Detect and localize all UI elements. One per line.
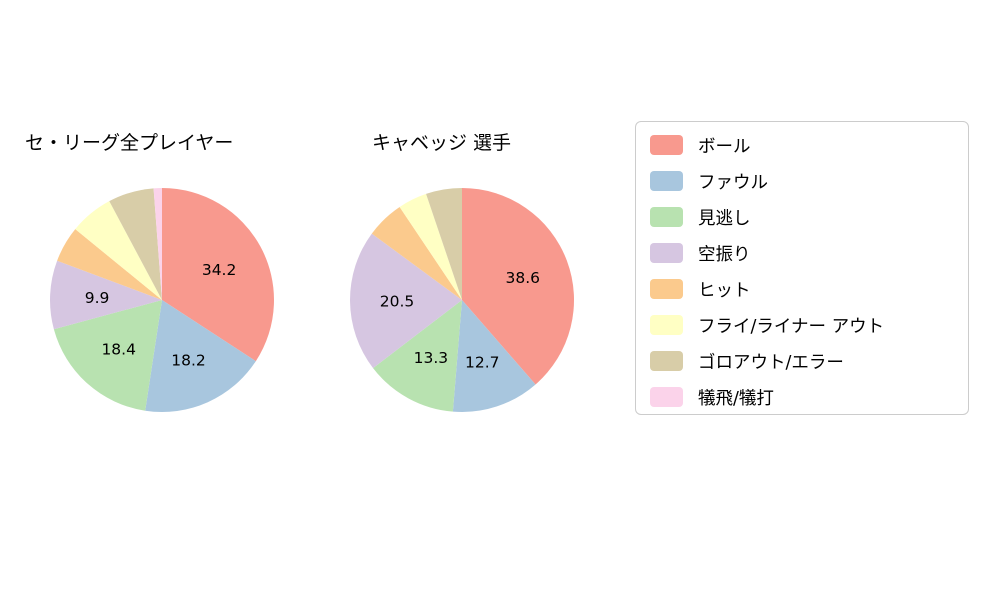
- legend-swatch: [650, 207, 683, 227]
- legend-swatch: [650, 351, 683, 371]
- legend-item: 空振り: [650, 235, 968, 271]
- pie-slice-0: [462, 188, 575, 385]
- pie-slice-value-label: 18.2: [171, 351, 206, 369]
- pie-chart-title-right: キャベッジ 選手: [372, 132, 512, 154]
- pie-slice-2: [53, 300, 162, 411]
- legend-label: ヒット: [698, 280, 751, 301]
- legend-label: ボール: [698, 136, 751, 157]
- pie-chart-right: 38.6 12.7 13.3 20.5: [350, 188, 575, 413]
- pie-slice-3: [350, 233, 462, 369]
- legend-item: ヒット: [650, 271, 968, 307]
- pie-slice-5: [399, 193, 462, 300]
- legend-item: 犠飛/犠打: [650, 379, 968, 415]
- legend-label: フライ/ライナー アウト: [698, 316, 885, 337]
- legend-item: 見逃し: [650, 199, 968, 235]
- pie-slice-6: [109, 188, 162, 300]
- pie-slice-4: [57, 229, 162, 300]
- legend-label: ゴロアウト/エラー: [698, 352, 844, 373]
- pie-slice-value-label: 18.4: [101, 341, 136, 359]
- pie-slice-6: [426, 188, 462, 300]
- pie-slice-2: [373, 300, 462, 412]
- legend-swatch: [650, 135, 683, 155]
- pie-slice-1: [145, 300, 256, 413]
- pie-slice-3: [50, 260, 162, 330]
- pie-slice-value-label: 9.9: [85, 289, 110, 307]
- pie-chart-title-left: セ・リーグ全プレイヤー: [25, 132, 234, 154]
- legend-item: フライ/ライナー アウト: [650, 307, 968, 343]
- legend-label: 犠飛/犠打: [698, 388, 774, 409]
- legend-item: ボール: [650, 127, 968, 163]
- legend-label: ファウル: [698, 172, 768, 193]
- legend-box: ボールファウル見逃し空振りヒットフライ/ライナー アウト ゴロアウト/エラー 犠飛/…: [635, 121, 969, 415]
- pie-chart-left: 34.2 18.2 18.4 9.9: [50, 188, 274, 413]
- pie-slice-4: [371, 206, 462, 300]
- legend-swatch: [650, 279, 683, 299]
- legend-swatch: [650, 387, 683, 407]
- legend-label: 空振り: [698, 244, 751, 265]
- pie-slice-1: [452, 300, 536, 413]
- pie-slice-value-label: 38.6: [506, 269, 541, 287]
- pie-slice-value-label: 13.3: [414, 349, 449, 367]
- legend-label: 見逃し: [698, 208, 751, 229]
- legend-item: ファウル: [650, 163, 968, 199]
- pie-slice-7: [153, 188, 162, 300]
- legend-swatch: [650, 315, 683, 335]
- pie-slice-value-label: 20.5: [380, 293, 415, 311]
- pie-slice-5: [75, 201, 162, 300]
- legend-swatch: [650, 243, 683, 263]
- pie-slice-0: [162, 188, 274, 362]
- legend-item: ゴロアウト/エラー: [650, 343, 968, 379]
- pie-slice-value-label: 34.2: [202, 261, 237, 279]
- legend-swatch: [650, 171, 683, 191]
- pie-slice-value-label: 12.7: [465, 354, 500, 372]
